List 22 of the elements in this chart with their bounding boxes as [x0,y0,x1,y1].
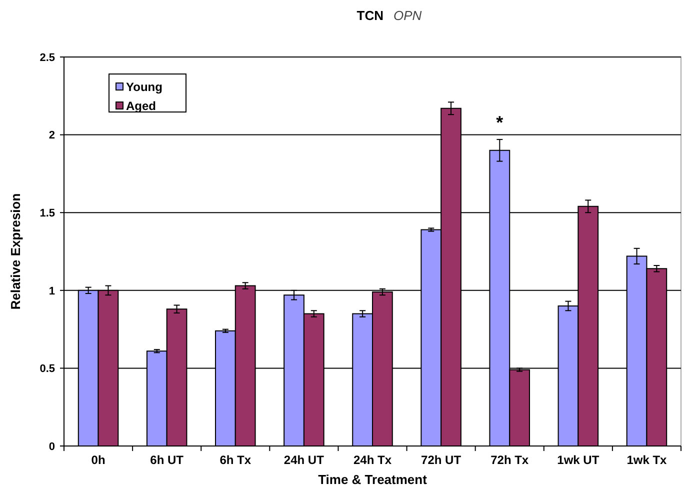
x-tick-label: 0h [91,453,106,467]
y-axis-title: Relative Expresion [8,193,23,310]
x-axis-title: Time & Treatment [318,472,428,487]
x-tick-label: 24h UT [284,453,325,467]
legend-label: Aged [126,99,156,113]
x-tick-label: 1wk UT [557,453,600,467]
x-tick-label: 1wk Tx [626,453,668,467]
chart-title: TCN [356,8,384,23]
y-tick-label: 0 [48,440,55,453]
x-tick-label: 6h Tx [220,453,252,467]
x-tick-label: 24h Tx [353,453,392,467]
x-tick-label: 72h Tx [490,453,529,467]
y-tick-label: 1.5 [40,207,55,220]
y-tick-label: 1 [48,285,55,298]
chart-subtitle: OPN [394,8,422,23]
x-tick-label: 72h UT [421,453,462,467]
y-tick-label: 2.5 [40,52,55,64]
y-tick-label: 0.5 [40,363,55,376]
y-tick-label: 2 [48,130,55,142]
x-tick-label: 6h UT [150,453,184,467]
legend-label: Young [126,80,162,94]
annotation: * [496,112,504,132]
